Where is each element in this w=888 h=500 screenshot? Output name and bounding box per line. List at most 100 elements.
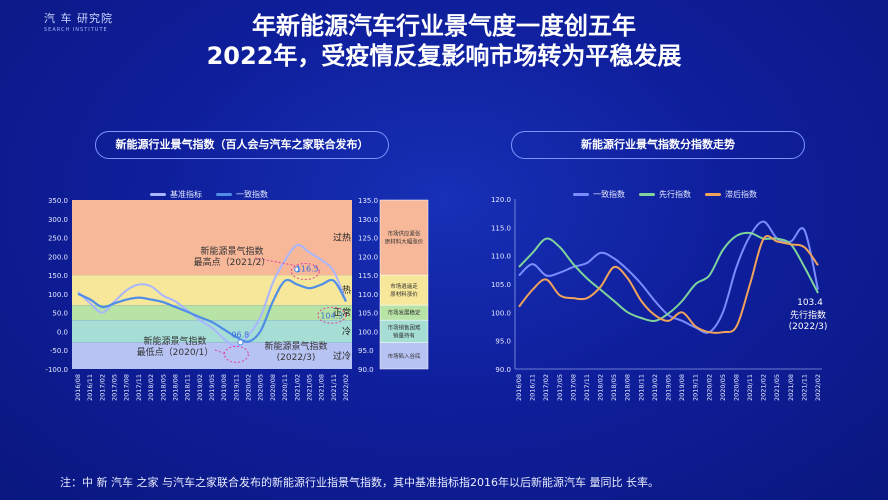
legend-label: 一致指数 [236,190,268,199]
zone-band [72,200,352,276]
x-tick-label: 2022/02 [342,374,350,401]
annotation-text: 新能源景气指数 [143,335,206,347]
annotation-text: 最低点（2020/1） [137,346,214,358]
y-left-tick-label: 0.0 [57,328,68,336]
x-tick-label: 2017/08 [569,374,577,401]
x-tick-label: 2020/11 [746,374,754,401]
annotation-ring [290,262,320,280]
zone-desc: 市场发展稳定 [387,309,421,317]
y-right-tick-label: 130.0 [358,216,378,224]
x-tick-label: 2017/05 [556,374,564,401]
x-tick-label: 2021/11 [330,374,338,401]
x-tick-label: 2019/02 [196,374,204,401]
y-right-tick-label: 100.0 [358,328,378,336]
legend-swatch [639,193,655,196]
zone-desc: 市场销售困难 [387,323,421,331]
x-tick-label: 2016/11 [86,374,94,401]
annotation-text: 新能源景气指数 [200,245,263,257]
zone-desc: 市场逍遥走 [390,282,418,290]
y-left-tick-label: 50.0 [52,310,68,318]
x-tick-label: 2022/02 [814,374,822,401]
annotation-value: 96.8 [231,330,249,339]
legend-swatch [573,193,589,196]
x-tick-label: 2019/05 [665,374,673,401]
series-line-consistent [77,278,347,343]
x-tick-label: 2019/08 [678,374,686,401]
x-tick-label: 2017/02 [542,374,550,401]
x-tick-label: 2018/05 [159,374,167,401]
x-tick-label: 2019/05 [208,374,216,401]
logo: 汽 车 研究院 SEARCH INSTITUTE [44,10,113,33]
zone-label: 热 [342,284,351,296]
zone-desc: 原材料涨价 [390,290,418,298]
annotation-value: 104.3 [320,311,343,320]
x-tick-label: 2017/11 [583,374,591,401]
legend-label: 先行指数 [659,190,691,199]
x-tick-label: 2017/11 [135,374,143,401]
y-tick-label: 95.0 [495,338,511,346]
x-tick-label: 2016/08 [74,374,82,401]
legend-item: 基准指标 [150,189,202,200]
x-tick-label: 2021/08 [787,374,795,401]
y-left-tick-label: 200.0 [48,253,68,261]
legend-item: 滞后指数 [705,189,757,200]
legend-label: 滞后指数 [725,190,757,199]
legend-swatch [216,193,232,196]
y-left-tick-label: 250.0 [48,235,68,243]
x-tick-label: 2016/11 [529,374,537,401]
legend-item: 先行指数 [639,189,691,200]
logo-subtext: SEARCH INSTITUTE [44,27,108,33]
x-tick-label: 2019/08 [220,374,228,401]
y-left-tick-label: 100.0 [48,291,68,299]
x-tick-label: 2019/11 [232,374,240,401]
x-tick-label: 2021/08 [318,374,326,401]
y-right-tick-label: 90.0 [358,366,374,374]
annotation-point [237,339,244,346]
annotation-text: 先行指数 [790,309,826,321]
series-line-consistent [518,220,819,334]
right-chart-title: 新能源行业景气指数分指数走势 [511,131,805,159]
y-left-tick-label: 350.0 [48,197,68,205]
x-tick-label: 2021/02 [760,374,768,401]
x-tick-label: 2018/11 [637,374,645,401]
series-line-base [77,243,347,348]
x-tick-label: 2017/05 [111,374,119,401]
y-tick-label: 105.0 [491,281,511,289]
legend-item: 一致指数 [573,189,625,200]
x-tick-label: 2017/08 [123,374,131,401]
y-right-tick-label: 105.0 [358,310,378,318]
zone-desc: 销量持有 [393,331,416,339]
x-tick-label: 2021/05 [305,374,313,401]
left-chart-title: 新能源行业景气指数（百人会与汽车之家联合发布） [95,131,389,159]
x-tick-label: 2018/02 [597,374,605,401]
x-tick-label: 2019/11 [692,374,700,401]
y-tick-label: 100.0 [491,309,511,317]
x-tick-label: 2021/02 [293,374,301,401]
x-tick-label: 2018/05 [610,374,618,401]
y-tick-label: 120.0 [491,196,511,204]
x-tick-label: 2018/02 [147,374,155,401]
left-legend: 基准指标 一致指数 [150,189,282,200]
y-tick-label: 90.0 [495,366,511,374]
annotation-text: 最高点（2021/2） [194,256,271,268]
legend-label: 基准指标 [170,190,202,199]
series-line-leading [518,231,819,322]
y-right-tick-label: 115.0 [358,272,378,280]
zone-label: 冷 [342,325,351,337]
legend-swatch [705,193,721,196]
y-right-tick-label: 125.0 [358,235,378,243]
x-tick-label: 2021/11 [800,374,808,401]
annotation-point [294,266,301,273]
logo-text: 汽 车 研究院 [44,12,113,25]
annotation-value: 116.5 [296,264,319,273]
annotation-ring [223,345,249,363]
annotation-ring [317,306,347,324]
annotation-text: (2022/3) [277,353,316,363]
y-right-tick-label: 95.0 [358,347,374,355]
x-tick-label: 2020/02 [705,374,713,401]
series-line-lagging [518,234,819,334]
x-tick-label: 2020/08 [732,374,740,401]
annotation-value: 103.4 [797,298,823,308]
legend-item: 一致指数 [216,189,268,200]
footnote: 注：中 新 汽车 之家 与汽车之家联合发布的新能源行业指景气指数，其中基准指标指… [60,476,659,489]
